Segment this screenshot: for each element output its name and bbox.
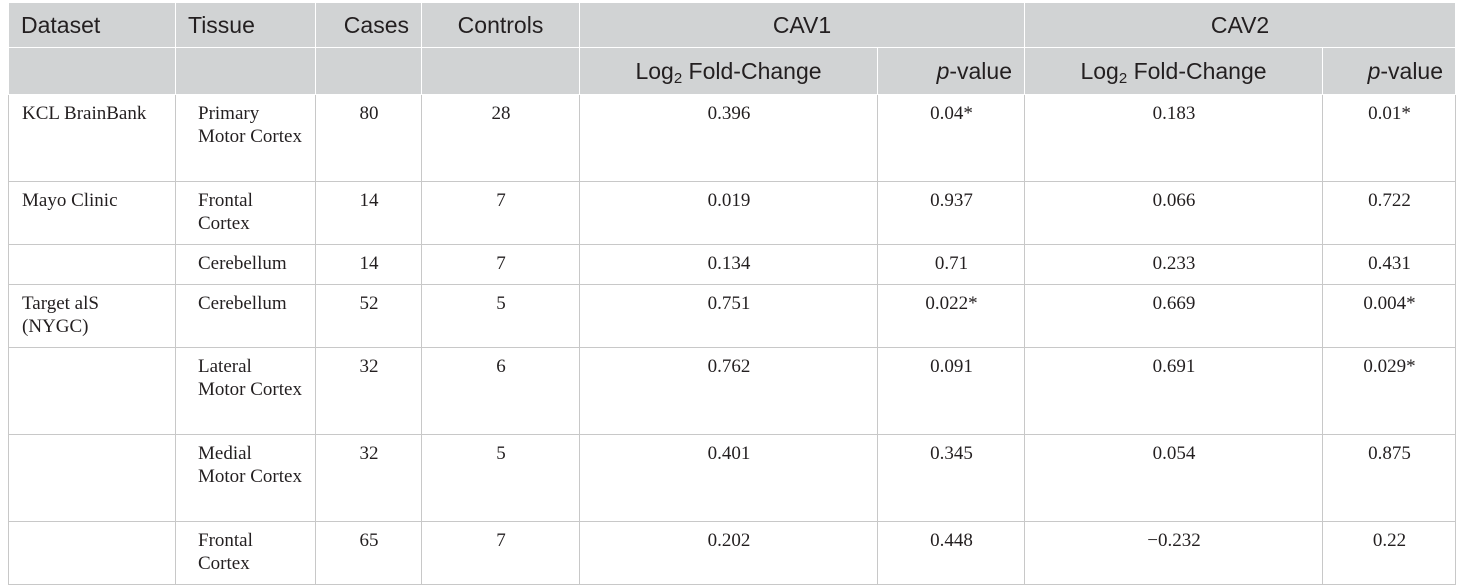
header-cav2-log2-fold-change: Log2 Fold-Change xyxy=(1024,47,1324,95)
table-row: Mayo Clinic Frontal Cortex 14 7 0.019 0.… xyxy=(8,181,1457,245)
table-row: Target alS (NYGC) Cerebellum 52 5 0.751 … xyxy=(8,284,1457,348)
cell-cav2-fold-change: 0.669 xyxy=(1024,284,1324,348)
log2-subscript: 2 xyxy=(673,70,683,87)
cell-cav1-p-value: 0.022* xyxy=(876,284,1026,348)
header-cases: Cases xyxy=(315,2,422,48)
cell-controls: 7 xyxy=(421,181,580,245)
cell-cav2-fold-change: 0.054 xyxy=(1024,434,1324,522)
header-empty-cell xyxy=(421,47,580,95)
cell-tissue: Frontal Cortex xyxy=(175,181,316,245)
cell-controls: 5 xyxy=(421,284,580,348)
cell-dataset: Target alS (NYGC) xyxy=(8,284,176,348)
header-controls: Controls xyxy=(421,2,580,48)
fold-change-label: Fold-Change xyxy=(682,58,822,84)
header-cav2-p-value: p-value xyxy=(1322,47,1457,95)
header-row-top: Dataset Tissue Cases Controls CAV1 CAV2 xyxy=(8,2,1457,48)
cell-cav1-fold-change: 0.401 xyxy=(579,434,878,522)
cell-controls: 28 xyxy=(421,94,580,182)
cell-dataset xyxy=(8,521,176,585)
cell-controls: 7 xyxy=(421,244,580,285)
cell-cav2-p-value: 0.029* xyxy=(1322,347,1457,435)
header-empty-cell xyxy=(8,47,176,95)
p-value-suffix: -value xyxy=(1380,58,1444,84)
cell-cav2-p-value: 0.004* xyxy=(1322,284,1457,348)
cell-cases: 32 xyxy=(315,434,422,522)
cell-cases: 14 xyxy=(315,181,422,245)
results-table: Dataset Tissue Cases Controls CAV1 CAV2 … xyxy=(8,2,1457,585)
header-cav1: CAV1 xyxy=(578,2,1026,48)
p-italic: p xyxy=(936,58,950,84)
cell-cav1-fold-change: 0.134 xyxy=(579,244,878,285)
cell-cav1-fold-change: 0.762 xyxy=(579,347,878,435)
cell-tissue: Medial Motor Cortex xyxy=(175,434,316,522)
header-cav2: CAV2 xyxy=(1024,2,1457,48)
cell-tissue: Primary Motor Cortex xyxy=(175,94,316,182)
cell-cav1-p-value: 0.937 xyxy=(876,181,1026,245)
cell-tissue: Lateral Motor Cortex xyxy=(175,347,316,435)
cell-cases: 65 xyxy=(315,521,422,585)
cell-cav1-p-value: 0.448 xyxy=(876,521,1026,585)
cell-controls: 7 xyxy=(421,521,580,585)
cell-dataset xyxy=(8,244,176,285)
cell-tissue: Cerebellum xyxy=(175,244,316,285)
cell-cav2-fold-change: −0.232 xyxy=(1024,521,1324,585)
cell-cav1-fold-change: 0.751 xyxy=(579,284,878,348)
cell-cav2-p-value: 0.722 xyxy=(1322,181,1457,245)
cell-cases: 52 xyxy=(315,284,422,348)
header-empty-cell xyxy=(315,47,422,95)
p-value-suffix: -value xyxy=(949,58,1013,84)
cell-cav1-fold-change: 0.019 xyxy=(579,181,878,245)
cell-tissue: Frontal Cortex xyxy=(175,521,316,585)
cell-cav1-p-value: 0.091 xyxy=(876,347,1026,435)
cell-tissue: Cerebellum xyxy=(175,284,316,348)
cell-cav2-p-value: 0.22 xyxy=(1322,521,1457,585)
fold-change-label: Fold-Change xyxy=(1127,58,1267,84)
cell-dataset: Mayo Clinic xyxy=(8,181,176,245)
table-row: Lateral Motor Cortex 32 6 0.762 0.091 0.… xyxy=(8,347,1457,435)
header-empty-cell xyxy=(175,47,316,95)
cell-cases: 14 xyxy=(315,244,422,285)
table-body: KCL BrainBank Primary Motor Cortex 80 28… xyxy=(8,94,1457,585)
table-row: Frontal Cortex 65 7 0.202 0.448 −0.232 0… xyxy=(8,521,1457,585)
cell-controls: 6 xyxy=(421,347,580,435)
cell-cav2-fold-change: 0.691 xyxy=(1024,347,1324,435)
table-header: Dataset Tissue Cases Controls CAV1 CAV2 … xyxy=(8,2,1457,95)
cell-cav1-fold-change: 0.396 xyxy=(579,94,878,182)
cell-cav1-p-value: 0.345 xyxy=(876,434,1026,522)
cell-cav2-p-value: 0.431 xyxy=(1322,244,1457,285)
header-tissue: Tissue xyxy=(175,2,316,48)
cell-cases: 32 xyxy=(315,347,422,435)
cell-cav2-p-value: 0.875 xyxy=(1322,434,1457,522)
cell-cases: 80 xyxy=(315,94,422,182)
cell-controls: 5 xyxy=(421,434,580,522)
cell-dataset xyxy=(8,347,176,435)
cell-cav1-fold-change: 0.202 xyxy=(579,521,878,585)
table-row: KCL BrainBank Primary Motor Cortex 80 28… xyxy=(8,94,1457,182)
cell-cav2-fold-change: 0.233 xyxy=(1024,244,1324,285)
table-row: Cerebellum 14 7 0.134 0.71 0.233 0.431 xyxy=(8,244,1457,285)
cell-cav1-p-value: 0.71 xyxy=(876,244,1026,285)
cell-cav2-fold-change: 0.066 xyxy=(1024,181,1324,245)
cell-dataset: KCL BrainBank xyxy=(8,94,176,182)
header-row-sub: Log2 Fold-Change p-value Log2 Fold-Chang… xyxy=(8,47,1457,95)
cell-dataset xyxy=(8,434,176,522)
cell-cav1-p-value: 0.04* xyxy=(876,94,1026,182)
log2-subscript: 2 xyxy=(1118,70,1128,87)
log2-label: Log xyxy=(1080,58,1119,84)
header-dataset: Dataset xyxy=(8,2,176,48)
header-cav1-p-value: p-value xyxy=(876,47,1026,95)
log2-label: Log xyxy=(635,58,674,84)
p-italic: p xyxy=(1367,58,1381,84)
cell-cav2-p-value: 0.01* xyxy=(1322,94,1457,182)
header-cav1-log2-fold-change: Log2 Fold-Change xyxy=(579,47,878,95)
table-row: Medial Motor Cortex 32 5 0.401 0.345 0.0… xyxy=(8,434,1457,522)
cell-cav2-fold-change: 0.183 xyxy=(1024,94,1324,182)
